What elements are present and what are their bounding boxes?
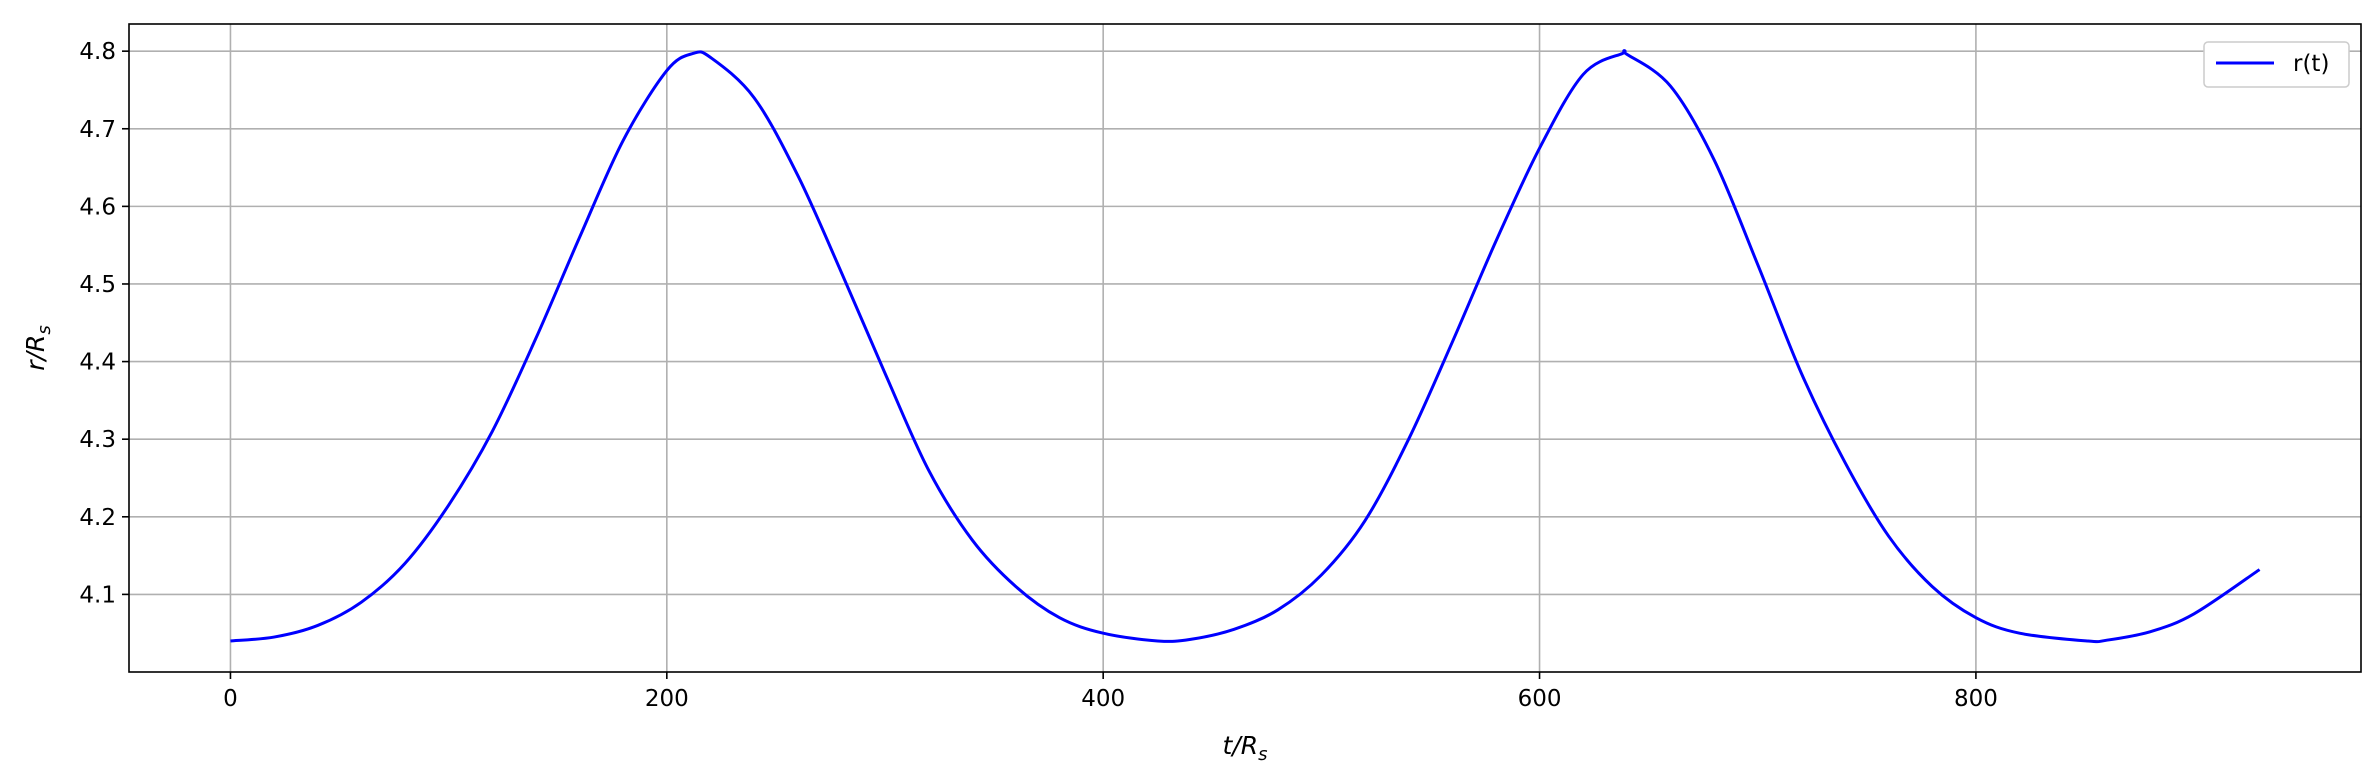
x-tick-label: 800 <box>1954 686 1998 712</box>
y-tick-label: 4.8 <box>79 39 116 65</box>
y-tick-label: 4.3 <box>79 427 116 453</box>
legend: r(t) <box>2203 41 2350 88</box>
series-layer <box>230 49 2261 644</box>
y-tick-label: 4.6 <box>79 194 116 220</box>
y-tick-label: 4.2 <box>79 505 116 531</box>
series-line-r-t <box>230 49 2261 644</box>
y-tick-label: 4.4 <box>79 350 116 376</box>
x-tick-label: 600 <box>1518 686 1562 712</box>
x-tick-label: 200 <box>645 686 689 712</box>
y-tick-label: 4.7 <box>79 117 116 143</box>
y-axis-label: r/Rs <box>21 325 55 370</box>
y-tick-label: 4.1 <box>79 582 116 608</box>
ticks: 0 200 400 600 800 4.1 4.2 4.3 4.4 4.5 4.6 4.7 4.8 <box>79 39 1997 712</box>
x-tick-label: 400 <box>1081 686 1125 712</box>
x-axis-label: t/Rs <box>1223 731 1268 765</box>
x-tick-label: 0 <box>223 686 238 712</box>
y-tick-label: 4.5 <box>79 272 116 298</box>
plot-frame <box>128 23 2362 673</box>
legend-box <box>2203 41 2350 88</box>
grid <box>129 24 2361 672</box>
legend-label: r(t) <box>2293 51 2329 77</box>
